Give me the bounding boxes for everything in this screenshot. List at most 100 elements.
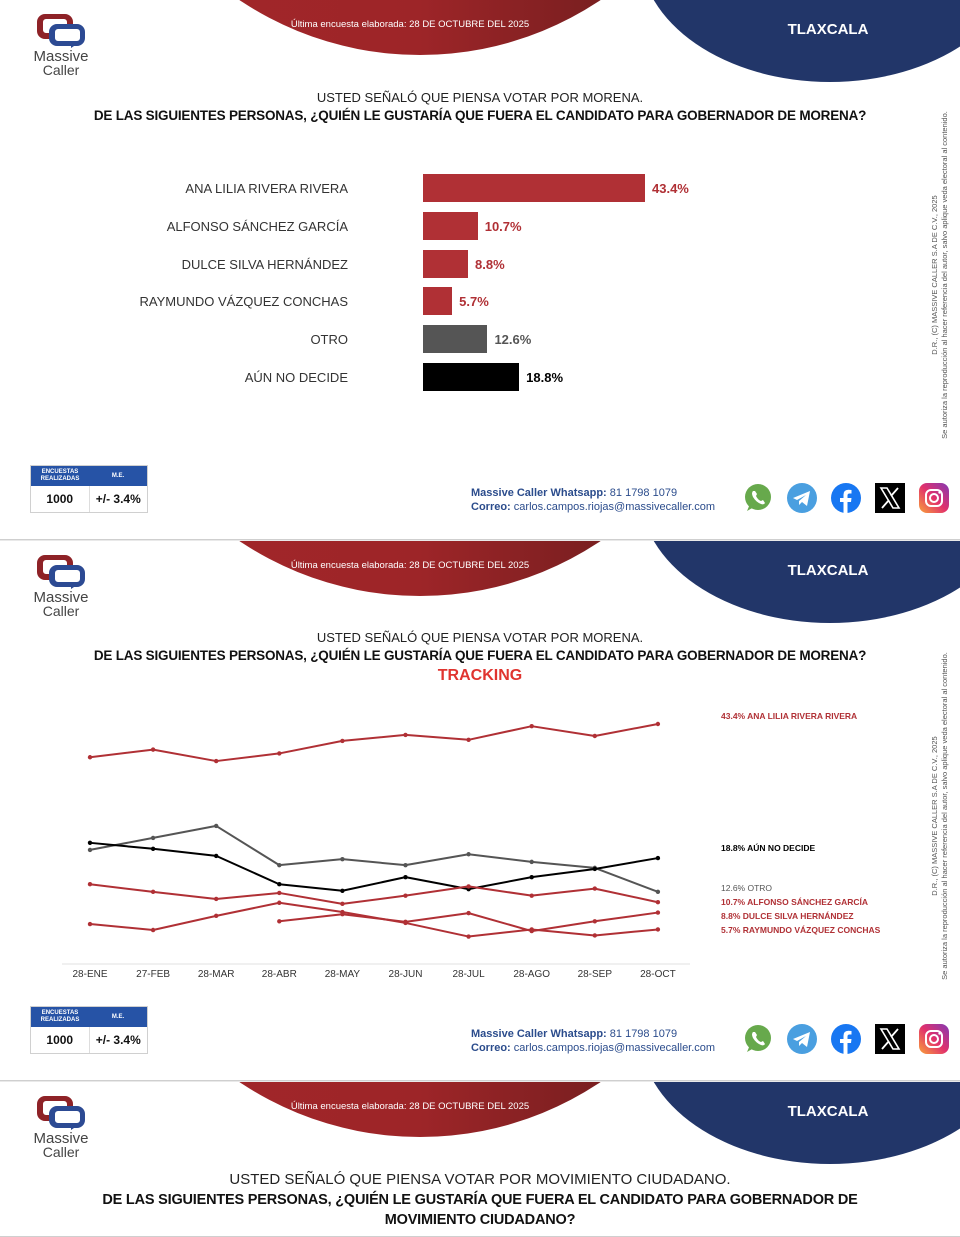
data-point <box>466 852 471 857</box>
data-point <box>87 882 93 887</box>
facebook-icon[interactable] <box>830 482 862 514</box>
bar <box>423 211 478 240</box>
telegram-icon[interactable] <box>786 1023 818 1055</box>
legend-label: 43.4% ANA LILIA RIVERA RIVERA <box>721 711 857 721</box>
series-line <box>89 723 659 763</box>
x-tick-label: 28-ABR <box>262 969 297 980</box>
email-link[interactable]: carlos.campos.riojas@massivecaller.com <box>513 501 716 513</box>
copyright-line2: Se autoriza la reproducción al hacer ref… <box>940 652 949 980</box>
data-point <box>592 866 597 872</box>
state-name: TLAXCALA <box>787 21 869 38</box>
question-main: DE LAS SIGUIENTES PERSONAS, ¿QUIÉN LE GU… <box>102 1192 858 1208</box>
data-point <box>466 884 471 889</box>
bar-category-label: DULCE SILVA HERNÁNDEZ <box>181 256 348 272</box>
data-point <box>277 882 282 887</box>
massive-caller-logo: Massive Caller <box>26 10 96 80</box>
bar <box>423 174 645 202</box>
bar-row: DULCE SILVA HERNÁNDEZ 8.8% <box>0 249 900 278</box>
survey-stats-table: ENCUESTAS REALIZADAS M.E. 1000 +/- 3.4% <box>30 1006 148 1054</box>
whatsapp-icon[interactable] <box>742 482 774 514</box>
survey-date: Última encuesta elaborada: 28 DE OCTUBRE… <box>290 1101 530 1112</box>
whatsapp-label: Massive Caller Whatsapp: <box>471 487 607 499</box>
telegram-icon[interactable] <box>786 482 818 514</box>
series-line <box>89 901 658 938</box>
data-point <box>214 758 219 764</box>
data-point <box>655 927 661 932</box>
data-point <box>277 862 282 868</box>
legend-label: 18.8% AÚN NO DECIDE <box>721 842 815 853</box>
whatsapp-number[interactable]: 81 1798 1079 <box>609 1028 678 1040</box>
email-label: Correo: <box>471 1042 511 1054</box>
header-banner-blue <box>640 0 960 82</box>
whatsapp-icon[interactable] <box>742 1023 774 1055</box>
question-intro: USTED SEÑALÓ QUE PIENSA VOTAR POR MOVIMI… <box>229 1171 731 1188</box>
data-point <box>655 721 661 727</box>
data-point <box>592 933 597 938</box>
bar-value-label: 8.8% <box>475 256 505 272</box>
copyright-line1: D.R., (C) MASSIVE CALLER S.A DE C.V., 20… <box>930 195 939 355</box>
copyright-note: D.R., (C) MASSIVE CALLER S.A DE C.V., 20… <box>928 636 952 996</box>
whatsapp-number[interactable]: 81 1798 1079 <box>609 487 678 499</box>
email-link[interactable]: carlos.campos.riojas@massivecaller.com <box>513 1042 716 1054</box>
data-point <box>340 901 345 907</box>
social-icons <box>742 482 950 514</box>
data-point <box>277 900 282 905</box>
contact-info: Massive Caller Whatsapp: 81 1798 1079 Co… <box>471 486 715 514</box>
data-point <box>340 856 345 862</box>
data-point <box>529 874 534 880</box>
bar <box>423 249 468 278</box>
massive-caller-logo: Massive Caller <box>26 1092 96 1162</box>
data-point <box>529 893 534 898</box>
stats-header-encuestas: ENCUESTAS REALIZADAS <box>40 469 80 482</box>
data-point <box>592 733 597 739</box>
data-point <box>277 919 282 924</box>
slide-tracking-chart: Última encuesta elaborada: 28 DE OCTUBRE… <box>0 541 960 1081</box>
data-point <box>592 919 597 924</box>
data-point <box>87 840 93 846</box>
x-icon[interactable] <box>874 482 906 514</box>
survey-date: Última encuesta elaborada: 28 DE OCTUBRE… <box>290 560 530 571</box>
bar-row: RAYMUNDO VÁZQUEZ CONCHAS 5.7% <box>0 287 900 316</box>
question-main: DE LAS SIGUIENTES PERSONAS, ¿QUIÉN LE GU… <box>93 108 867 123</box>
bar-value-label: 43.4% <box>652 181 689 196</box>
series-line <box>89 824 659 893</box>
x-tick-label: 28-MAY <box>325 969 361 980</box>
x-tick-label: 27-FEB <box>136 969 170 980</box>
legend-label: 10.7% ALFONSO SÁNCHEZ GARCÍA <box>721 897 868 907</box>
bar-value-label: 18.8% <box>526 370 564 385</box>
data-point <box>214 896 219 902</box>
contact-info: Massive Caller Whatsapp: 81 1798 1079 Co… <box>471 1027 715 1055</box>
stats-header-encuestas: ENCUESTAS REALIZADAS <box>40 1010 80 1023</box>
header-banner-blue <box>640 1082 960 1164</box>
data-point <box>403 862 408 868</box>
data-point <box>655 900 661 905</box>
logo-icon <box>37 1096 85 1130</box>
data-point <box>214 913 219 919</box>
data-point <box>214 823 219 829</box>
tracking-title: TRACKING <box>437 667 523 684</box>
data-point <box>340 909 345 915</box>
data-point <box>403 893 408 898</box>
legend-label: 8.8% DULCE SILVA HERNÁNDEZ <box>721 911 854 921</box>
logo-text-massive: Massive <box>33 1130 89 1147</box>
bar-row: ALFONSO SÁNCHEZ GARCÍA 10.7% <box>0 211 900 240</box>
x-icon[interactable] <box>874 1023 906 1055</box>
instagram-icon[interactable] <box>918 1023 950 1055</box>
data-point <box>150 927 156 933</box>
bar-row: AÚN NO DECIDE 18.8% <box>0 363 900 391</box>
logo-icon <box>37 555 85 589</box>
data-point <box>529 723 534 729</box>
x-tick-label: 28-JUL <box>452 969 485 980</box>
logo-text-caller: Caller <box>42 62 80 78</box>
facebook-icon[interactable] <box>830 1023 862 1055</box>
data-point <box>87 847 93 853</box>
social-icons <box>742 1023 950 1055</box>
data-point <box>655 855 661 861</box>
instagram-icon[interactable] <box>918 482 950 514</box>
copyright-line2: Se autoriza la reproducción al hacer ref… <box>940 111 949 439</box>
data-point <box>466 910 471 916</box>
question-intro: USTED SEÑALÓ QUE PIENSA VOTAR POR MORENA… <box>316 90 644 105</box>
bar-value-label: 12.6% <box>494 332 532 348</box>
data-point <box>529 859 534 865</box>
bar <box>423 287 453 316</box>
